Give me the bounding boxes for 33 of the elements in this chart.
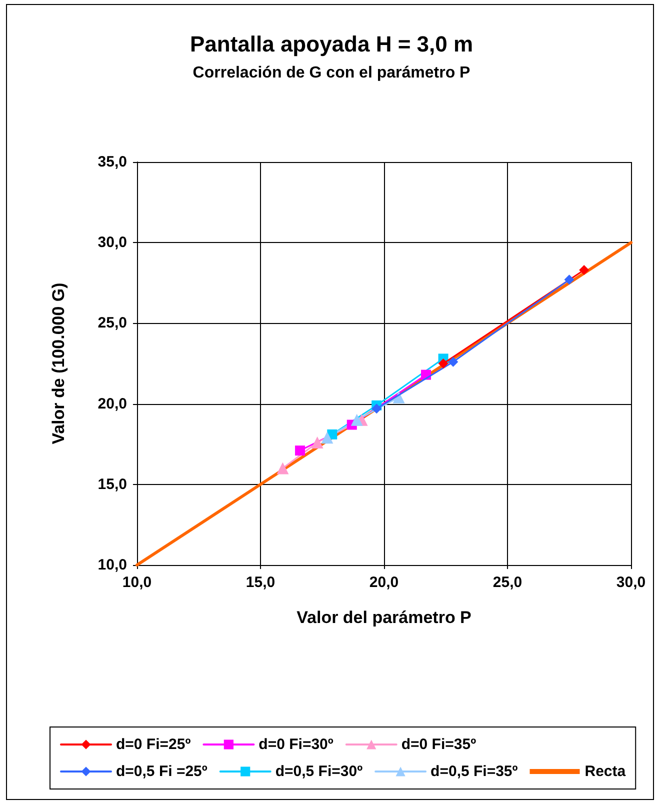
chart-subtitle: Correlación de G con el parámetro P [192, 64, 471, 82]
legend-label: d=0,5 Fi=30º [275, 763, 364, 780]
x-tick-label: 30,0 [616, 574, 646, 591]
point [321, 432, 334, 444]
point [564, 274, 574, 285]
x-axis-title: Valor del parámetro P [296, 608, 472, 627]
point [350, 414, 363, 426]
legend-label: Recta [584, 763, 626, 780]
point [295, 446, 306, 456]
legend-label: d=0 Fi=30º [258, 736, 334, 753]
x-tick-label: 20,0 [369, 574, 399, 591]
chart-title: Pantalla apoyada H = 3,0 m [190, 32, 474, 56]
y-tick-label: 30,0 [98, 234, 127, 252]
point [579, 265, 590, 276]
point [311, 436, 324, 448]
y-tick-label: 15,0 [98, 476, 127, 493]
y-tick-label: 25,0 [98, 314, 127, 332]
legend-label: d=0,5 Fi=35º [430, 763, 518, 780]
y-tick-label: 20,0 [98, 395, 127, 412]
y-tick-label: 35,0 [98, 154, 127, 170]
point [372, 404, 382, 414]
y-tick-label: 10,0 [98, 556, 127, 574]
y-axis-title: Valor de (100.000 G) [49, 282, 68, 444]
point [438, 358, 448, 368]
legend-label: d=0,5 Fi =25º [116, 763, 208, 780]
legend-label: d=0 Fi=35º [401, 736, 477, 753]
x-tick-label: 25,0 [492, 574, 522, 591]
point [276, 462, 289, 474]
x-tick-label: 10,0 [122, 574, 152, 591]
x-tick-label: 15,0 [246, 574, 276, 591]
point [448, 356, 458, 367]
legend-label: d=0 Fi=25º [116, 736, 192, 753]
point [392, 391, 405, 404]
